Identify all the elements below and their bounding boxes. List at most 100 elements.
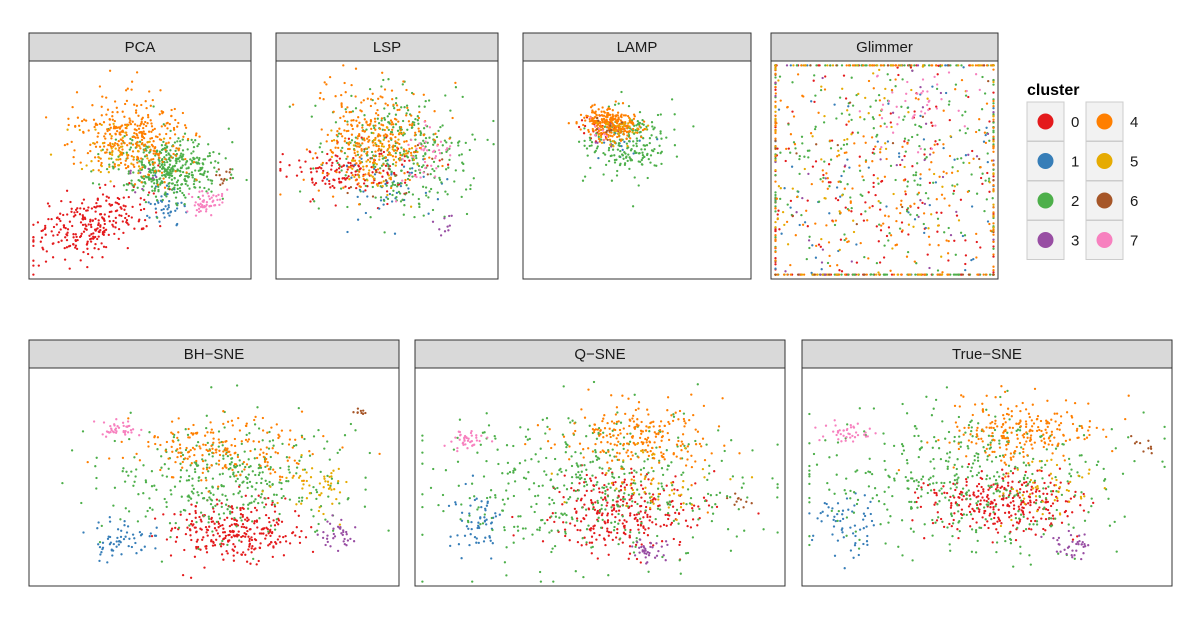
data-point (117, 543, 121, 546)
data-point (850, 210, 853, 213)
data-point (350, 83, 353, 87)
data-point (233, 444, 237, 448)
data-point (328, 458, 331, 461)
data-point (609, 119, 612, 123)
data-point (803, 167, 806, 171)
data-point (357, 203, 361, 206)
data-point (140, 157, 143, 160)
data-point (462, 169, 465, 172)
data-point (351, 167, 354, 170)
data-point (968, 161, 971, 165)
data-point (972, 257, 975, 261)
data-point (246, 486, 249, 490)
data-point (178, 443, 182, 446)
data-point (80, 167, 84, 171)
data-point (428, 136, 431, 139)
data-point (875, 261, 879, 265)
data-point (317, 428, 320, 432)
data-point (345, 530, 348, 534)
data-point (992, 147, 995, 150)
data-point (124, 166, 128, 170)
data-point (186, 457, 189, 460)
data-point (187, 494, 190, 497)
data-point (217, 161, 220, 164)
data-point (915, 262, 918, 265)
data-point (113, 163, 116, 166)
data-point (129, 146, 133, 149)
data-point (250, 495, 253, 498)
data-point (270, 541, 273, 544)
data-point (967, 153, 970, 156)
data-point (142, 123, 146, 126)
data-point (423, 147, 426, 150)
data-point (849, 196, 852, 199)
data-point (106, 430, 110, 434)
data-point (241, 462, 244, 466)
data-point (774, 238, 777, 241)
data-point (603, 138, 606, 142)
data-point (330, 477, 334, 480)
data-point (112, 167, 115, 170)
data-point (221, 444, 224, 447)
data-point (82, 198, 86, 201)
data-point (202, 206, 206, 209)
data-point (81, 215, 85, 219)
data-point (300, 453, 303, 457)
data-point (814, 125, 817, 128)
data-point (400, 146, 403, 149)
data-point (95, 141, 99, 144)
data-point (983, 131, 987, 134)
data-point (864, 96, 867, 100)
data-point (371, 92, 374, 95)
data-point (424, 145, 427, 148)
data-point (84, 119, 88, 122)
data-point (603, 125, 607, 128)
data-point (346, 123, 349, 126)
data-point (942, 143, 945, 146)
data-point (228, 450, 231, 453)
data-point (836, 155, 839, 158)
data-point (365, 165, 368, 168)
data-point (183, 179, 187, 182)
data-point (374, 128, 377, 131)
data-point (206, 449, 210, 453)
data-point (966, 127, 969, 130)
data-point (373, 126, 376, 130)
data-point (245, 178, 248, 182)
data-point (210, 464, 213, 467)
data-point (179, 447, 182, 450)
data-point (96, 527, 99, 530)
series-cluster-7 (589, 116, 609, 142)
data-point (127, 510, 131, 513)
data-point (927, 227, 930, 230)
data-point (238, 459, 241, 462)
data-point (158, 165, 162, 169)
data-point (859, 116, 862, 119)
data-point (140, 163, 144, 167)
data-point (935, 211, 938, 214)
data-point (381, 154, 384, 158)
data-point (177, 121, 180, 125)
data-point (323, 477, 326, 480)
data-point (597, 135, 600, 139)
data-point (103, 222, 106, 226)
data-point (815, 143, 818, 146)
data-point (140, 428, 143, 432)
data-point (326, 133, 329, 137)
data-point (986, 152, 989, 155)
data-point (171, 170, 174, 173)
data-point (176, 204, 179, 207)
data-point (257, 494, 260, 497)
data-point (798, 223, 801, 227)
data-point (226, 420, 230, 423)
data-point (215, 538, 218, 541)
data-point (264, 513, 268, 517)
data-point (152, 152, 155, 155)
data-point (618, 155, 621, 158)
data-point (384, 159, 388, 163)
data-point (123, 520, 126, 523)
data-point (439, 234, 443, 237)
points (774, 64, 995, 276)
data-point (191, 524, 194, 527)
data-point (616, 120, 620, 123)
